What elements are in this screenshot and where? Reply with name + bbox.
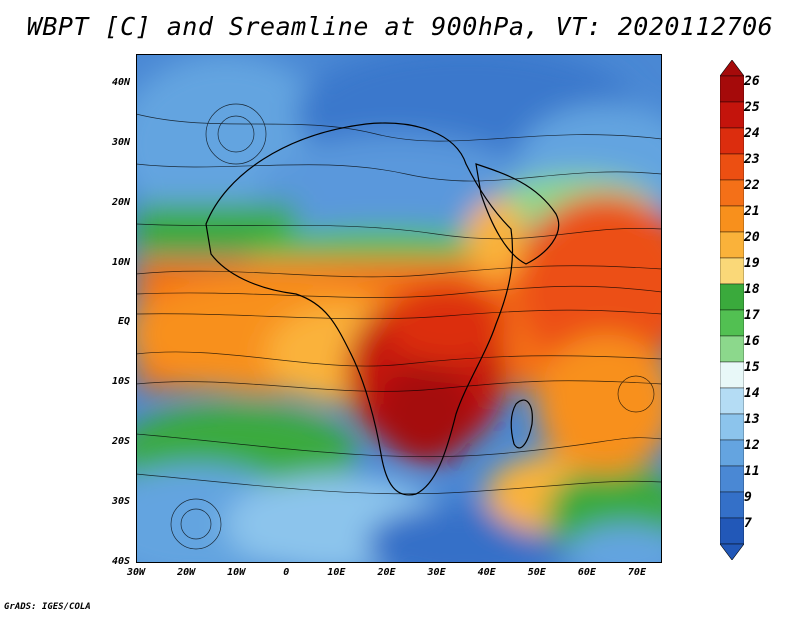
colorbar-swatch (720, 335, 744, 363)
lon-tick-label: 30E (427, 567, 446, 578)
colorbar-swatch (720, 439, 744, 467)
coastlines (205, 122, 560, 496)
colorbar-swatch (720, 361, 744, 389)
lat-tick-label: 20N (111, 196, 130, 208)
colorbar-swatch (720, 257, 744, 285)
colorbar-tick-label: 18 (744, 282, 760, 297)
colorbar-tick-label: 25 (744, 100, 760, 115)
colorbar-tick-label: 24 (744, 126, 760, 141)
lon-tick-label: 70E (627, 567, 646, 578)
colorbar-swatch (720, 283, 744, 311)
colorbar-swatch (720, 491, 744, 519)
lon-tick-label: 30W (126, 567, 146, 578)
lon-tick-label: 0 (283, 567, 290, 578)
lon-tick-label: 10E (327, 567, 346, 578)
lat-tick-label: 40N (111, 76, 130, 88)
lon-tick-label: 50E (527, 567, 546, 578)
wbpt-shading (136, 54, 662, 563)
colorbar-swatch (720, 101, 744, 129)
colorbar-swatch (720, 387, 744, 415)
colorbar-swatch (720, 127, 744, 155)
colorbar-top-arrow (720, 60, 744, 77)
colorbar-swatch (720, 231, 744, 259)
credit-text: GrADS: IGES/COLA (4, 602, 91, 612)
colorbar-tick-label: 20 (744, 230, 760, 245)
colorbar-tick-label: 14 (744, 386, 760, 401)
colorbar-tick-label: 7 (744, 516, 752, 531)
lon-tick-label: 10W (227, 567, 246, 578)
map-frame (136, 54, 662, 563)
colorbar-swatch (720, 179, 744, 207)
lat-tick-label: 30N (111, 136, 130, 148)
colorbar-tick-label: 15 (744, 360, 760, 375)
colorbar-swatch (720, 75, 744, 103)
lat-tick-label: 40S (111, 556, 130, 567)
lon-tick-label: 40E (477, 567, 496, 578)
colorbar-tick-label: 16 (744, 334, 760, 349)
colorbar-tick-label: 22 (744, 178, 760, 193)
colorbar-swatch (720, 413, 744, 441)
lon-tick-label: 60E (577, 567, 596, 578)
colorbar-tick-label: 19 (744, 256, 760, 271)
colorbar-swatch (720, 465, 744, 493)
colorbar-swatch (720, 205, 744, 233)
lat-tick-label: 10N (111, 256, 130, 268)
lat-tick-label: 30S (111, 496, 130, 508)
colorbar-swatch (720, 309, 744, 337)
map-panel (136, 54, 662, 563)
colorbar-tick-label: 12 (744, 438, 760, 453)
colorbar-swatch (720, 517, 744, 545)
chart-title: WBPT [C] and Sreamline at 900hPa, VT: 20… (26, 12, 774, 41)
lon-tick-label: 20E (377, 567, 396, 578)
colorbar-tick-label: 13 (744, 412, 760, 427)
colorbar-bottom-arrow (720, 543, 744, 560)
streamlines (136, 103, 662, 550)
lon-tick-label: 20W (177, 567, 196, 578)
lat-tick-label: 20S (111, 436, 130, 448)
colorbar-tick-label: 9 (744, 490, 752, 505)
colorbar-tick-label: 17 (744, 308, 760, 323)
colorbar-swatch (720, 153, 744, 181)
colorbar-tick-label: 11 (744, 464, 760, 479)
lat-tick-label: EQ (117, 316, 130, 328)
colorbar (720, 60, 744, 560)
lat-tick-label: 10S (111, 376, 130, 388)
colorbar-tick-label: 23 (744, 152, 760, 167)
colorbar-tick-label: 21 (744, 204, 760, 219)
colorbar-tick-label: 26 (744, 74, 760, 89)
